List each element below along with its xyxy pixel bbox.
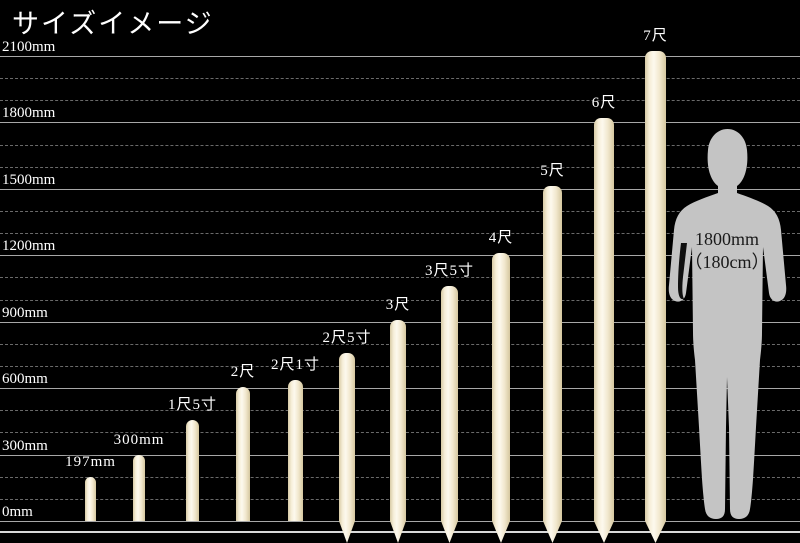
- page-title: サイズイメージ: [12, 9, 214, 39]
- gridline-minor: [0, 233, 800, 235]
- gridline-minor: [0, 299, 800, 301]
- bar-10: [543, 185, 562, 521]
- bar-8: [441, 286, 458, 521]
- bar-label-4: 2尺: [230, 363, 256, 380]
- bar-2: [133, 454, 145, 521]
- bar-4: [236, 386, 250, 521]
- bar-label-6: 2尺5寸: [322, 330, 372, 347]
- bar-label-5: 2尺1寸: [270, 357, 321, 374]
- gridline-major: [0, 255, 800, 257]
- bar-11: [594, 118, 614, 521]
- bar-9: [492, 252, 510, 521]
- y-axis-tick-label: 300mm: [2, 437, 48, 454]
- bar-label-10: 5尺: [540, 162, 565, 179]
- y-axis-tick-label: 600mm: [2, 371, 48, 388]
- bar-label-3: 1尺5寸: [167, 397, 218, 414]
- gridline-minor: [0, 277, 800, 279]
- gridline-minor: [0, 78, 800, 80]
- y-axis-tick-label: 900mm: [2, 304, 48, 321]
- bar-12: [645, 51, 666, 521]
- bar-label-12: 7尺: [643, 28, 668, 45]
- y-axis-tick-label: 1500mm: [2, 171, 56, 188]
- bar-label-7: 3尺: [385, 296, 411, 313]
- bar-label-9: 4尺: [488, 229, 514, 246]
- gridline-major: [0, 122, 800, 124]
- y-axis-tick-label: 0mm: [2, 504, 33, 520]
- bar-label-2: 300mm: [113, 431, 165, 448]
- person-silhouette-icon: [663, 127, 791, 523]
- bar-7: [390, 319, 406, 521]
- bar-3: [186, 420, 199, 521]
- bar-label-11: 6尺: [591, 95, 617, 112]
- bar-label-1: 197mm: [65, 454, 116, 471]
- y-axis-tick-label: 1200mm: [2, 238, 56, 255]
- gridline-minor: [0, 144, 800, 146]
- gridline-major: [0, 56, 800, 57]
- bar-5: [288, 380, 303, 521]
- y-axis-tick-label: 1800mm: [2, 105, 56, 122]
- gridline-minor: [0, 211, 800, 212]
- gridline-minor: [0, 166, 800, 168]
- y-axis-tick-label: 2100mm: [2, 39, 56, 55]
- bar-6: [339, 353, 355, 521]
- bar-1: [85, 477, 96, 521]
- gridline-minor: [0, 100, 800, 102]
- bar-label-8: 3尺5寸: [424, 263, 475, 280]
- gridline-major: [0, 188, 800, 190]
